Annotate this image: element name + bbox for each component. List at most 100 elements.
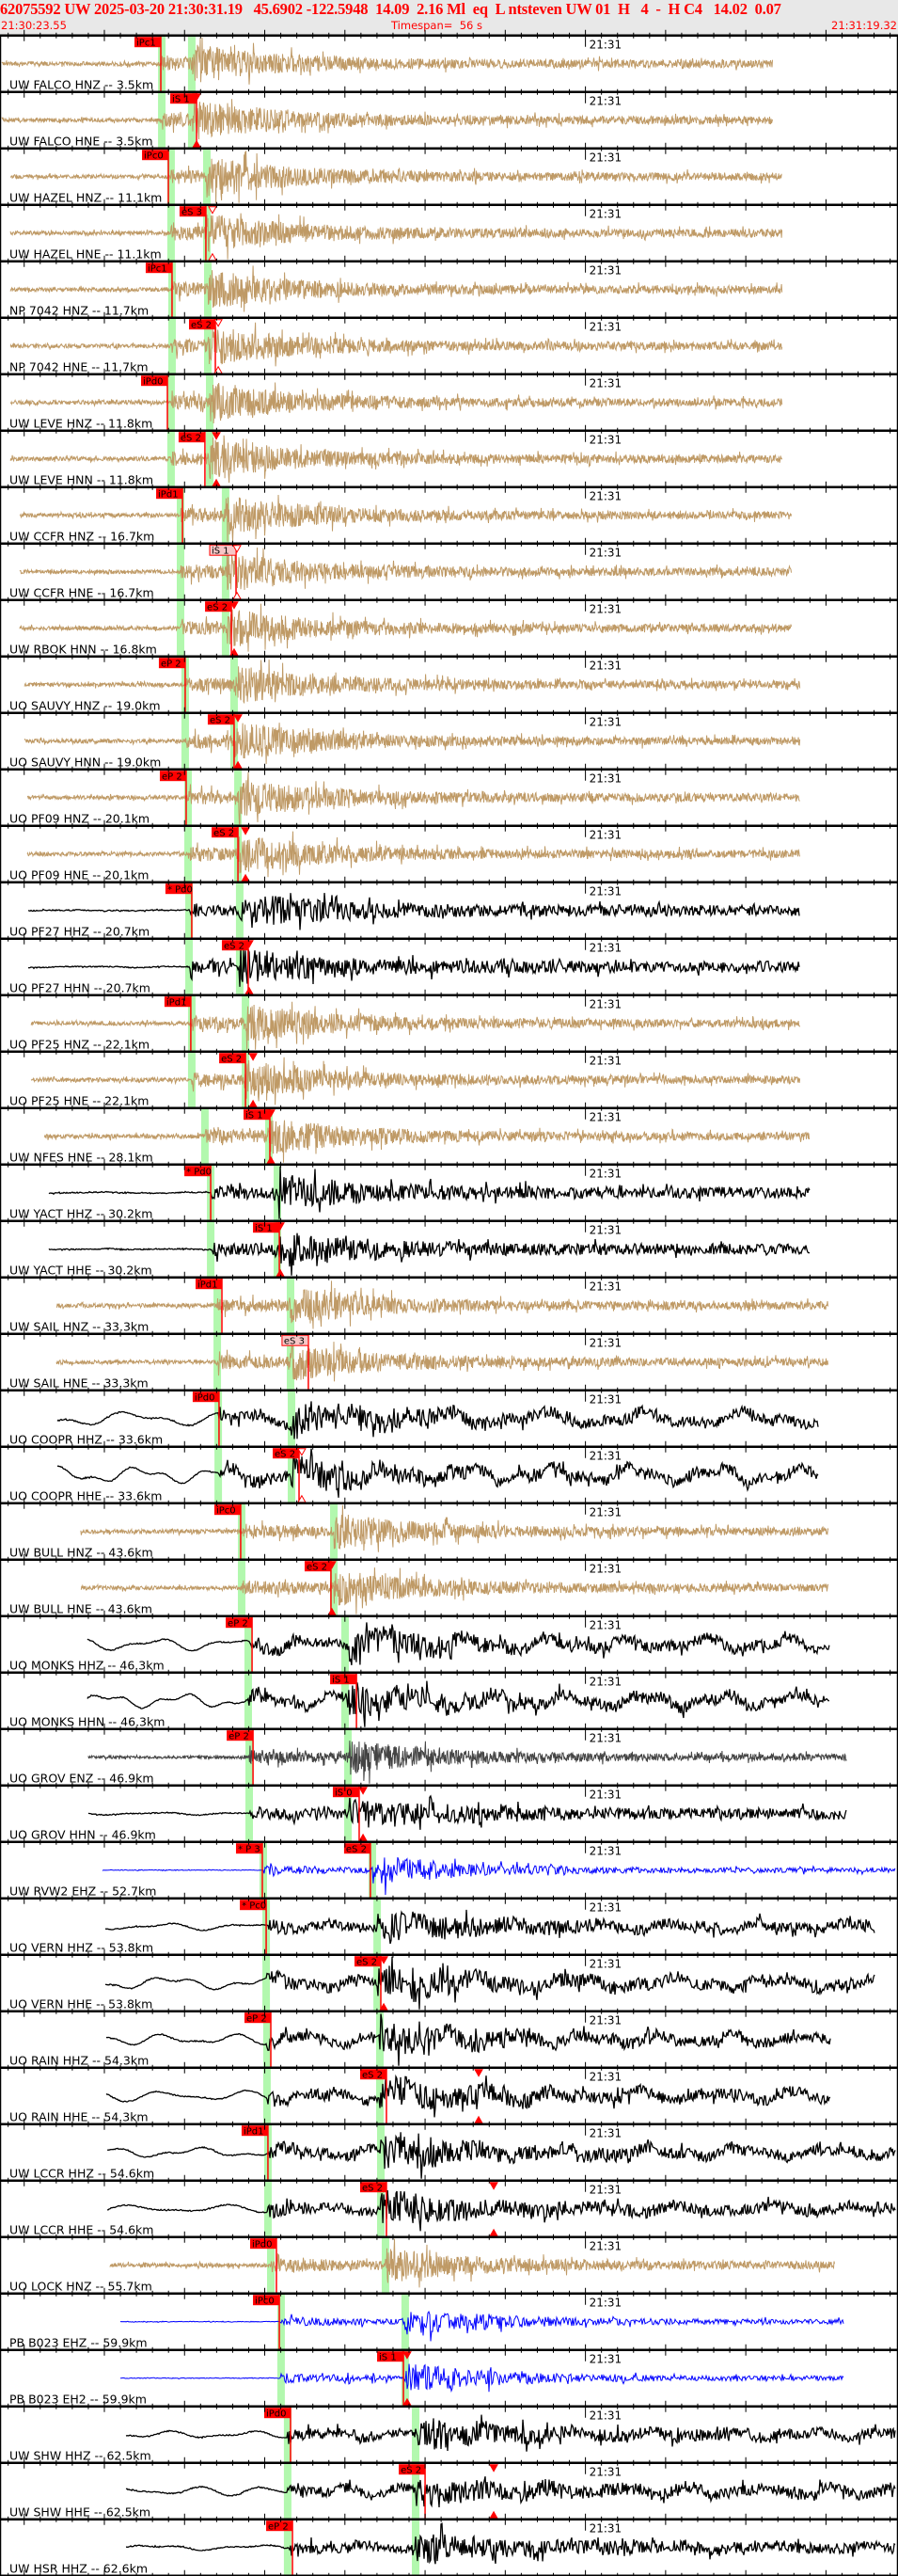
trace-row[interactable]: 21:31 iS 1 UW FALCO HNE -- 3.5km (1, 91, 773, 149)
trace-row[interactable]: 21:31 * P 3 eS 2 UW RVW2 EHZ -- 52.7km (9, 1841, 896, 1899)
pick-flag[interactable] (159, 771, 186, 782)
trace-row[interactable]: 21:31 iPd1 UW SAIL HNZ -- 33.3km (9, 1277, 828, 1334)
trace-row[interactable]: 21:31 eS 2 UO PF25 HNE -- 22.1km (9, 1051, 801, 1108)
trace-row[interactable]: 21:31 iPd0 UW SHW HHZ -- 62.5km (9, 2406, 896, 2463)
trace-row[interactable]: 21:31 eS 2 UO RAIN HHE -- 54.3km (9, 2067, 831, 2124)
pick-flag[interactable] (164, 996, 191, 1008)
trace-row[interactable]: 21:31 * Pc0 UO VERN HHZ -- 53.8km (9, 1898, 875, 1955)
trace-row[interactable]: 21:31 * Pd0 UW YACT HHZ -- 30.2km (9, 1164, 811, 1221)
pick-flag[interactable] (165, 883, 192, 895)
pick-flag[interactable] (235, 1843, 262, 1854)
trace-row[interactable]: 21:31 eP 2 UW HSR HHZ -- 62.6km (9, 2519, 896, 2576)
trace-row[interactable]: 21:31 iS 0 UO GROV HHN -- 46.9km (9, 1785, 847, 1842)
trace-row[interactable]: 21:31 eS 2 UW RBOK HNN -- 16.8km (9, 599, 792, 657)
trace-row[interactable]: 21:31 eS 2 UO PF27 HHN -- 20.7km (9, 938, 800, 995)
trace-row[interactable]: 21:31 eS 2 UW BULL HNE -- 43.6km (9, 1559, 829, 1616)
pick-label: iS 1 (255, 1224, 273, 1234)
trace-row[interactable]: 21:31 eP 2 UO RAIN HHZ -- 54.3km (9, 2011, 831, 2068)
pick-flag[interactable] (243, 1109, 270, 1121)
timespan-label: Timespan= 56 s (391, 19, 482, 32)
trace-row[interactable]: 21:31 eS 2 UW LCCR HHE -- 54.6km (9, 2180, 896, 2237)
minute-label: 21:31 (590, 2409, 622, 2423)
time-ticks (8, 1440, 891, 1458)
trace-row[interactable]: 21:31 iS 1 UO MONKS HHN -- 46.3km (9, 1672, 829, 1729)
trace-row[interactable]: 21:31 iPd0 UO COOPR HHZ -- 33.6km (9, 1390, 819, 1447)
p-arrival-band (187, 1051, 196, 1108)
pick-flag[interactable] (359, 2069, 386, 2080)
pick-flag[interactable] (244, 2012, 272, 2024)
trace-row[interactable]: 21:31 iPd0 UO LOCK HNZ -- 55.7km (9, 2236, 835, 2294)
pick-flag[interactable] (266, 2520, 293, 2532)
trace-row[interactable]: 21:31 eP 2 UO GROV ENZ -- 46.9km (9, 1728, 847, 1786)
trace-row[interactable]: 21:31 iPc1 NP 7042 HNZ -- 11.7km (9, 261, 783, 318)
trace-row[interactable]: 21:31 eP 2 UO MONKS HHZ -- 46.3km (9, 1615, 830, 1673)
pick-flag[interactable] (184, 1166, 212, 1177)
pick-flag[interactable] (281, 1334, 309, 1346)
pick-flag[interactable] (212, 827, 239, 838)
trace-row[interactable]: 21:31 eS 2 UO SAUVY HNN -- 19.0km (9, 712, 801, 770)
trace-row[interactable]: 21:31 eS 2 UW LEVE HNN -- 11.8km (9, 430, 783, 487)
pick-flag[interactable] (330, 1674, 357, 1685)
pick-flag[interactable] (273, 1448, 300, 1459)
trace-row[interactable]: 21:31 iPd1 UO PF25 HNZ -- 22.1km (9, 994, 801, 1052)
trace-row[interactable]: 21:31 iPd1 UW CCFR HNZ -- 16.7km (9, 486, 792, 544)
trace-row[interactable]: 21:31 eS 3 UW HAZEL HNE -- 11.1km (9, 204, 783, 262)
trace-row[interactable]: 21:31 iPd1 UW LCCR HHZ -- 54.6km (9, 2123, 896, 2181)
trace-row[interactable]: 21:31 eP 2 UO SAUVY HNZ -- 19.0km (9, 656, 801, 713)
pick-flag[interactable] (170, 93, 197, 104)
pick-flag[interactable] (240, 1900, 267, 1911)
pick-flag[interactable] (221, 940, 248, 951)
pick-flag[interactable] (179, 206, 206, 217)
time-ticks (8, 1045, 891, 1063)
pick-flag[interactable] (332, 1787, 359, 1798)
pick-flag[interactable] (227, 1730, 254, 1741)
trace-row[interactable]: 21:31 iPc0 UW BULL HNZ -- 43.6km (9, 1503, 829, 1560)
trace-row[interactable]: 21:31 iS 1 UW NFES HNE -- 28.1km (9, 1107, 810, 1165)
pick-flag[interactable] (134, 37, 162, 48)
trace-row[interactable]: 21:31 iS 1 UW CCFR HNE -- 16.7km (9, 543, 792, 600)
pick-flag[interactable] (213, 1504, 241, 1516)
trace-row[interactable]: 21:31 eS 2 UW SHW HHE -- 62.5km (9, 2462, 896, 2520)
pick-flag[interactable] (377, 2351, 404, 2362)
waveform (48, 1166, 811, 1219)
pick-flag[interactable] (219, 1053, 246, 1064)
pick-flag[interactable] (253, 1222, 280, 1233)
pick-flag[interactable] (263, 2408, 291, 2419)
trace-row[interactable]: 21:31 * Pd0 UO PF27 HHZ -- 20.7km (9, 882, 800, 939)
trace-row[interactable]: 21:31 eS 2 UO VERN HHE -- 53.8km (9, 1954, 875, 2012)
pick-flag[interactable] (354, 1956, 381, 1967)
pick-flag[interactable] (304, 1561, 331, 1572)
pick-flag[interactable] (178, 432, 205, 443)
trace-row[interactable]: 21:31 iPc0 UW HAZEL HNZ -- 11.1km (9, 148, 782, 205)
trace-row[interactable]: 21:31 eP 2 UO PF09 HNZ -- 20.1km (9, 769, 800, 826)
trace-row[interactable]: 21:31 iPc1 UW FALCO HNZ -- 3.5km (1, 35, 773, 92)
trace-row[interactable]: 21:31 eS 2 UO COOPR HHE -- 33.6km (9, 1446, 819, 1503)
trace-row[interactable]: 21:31 iPc0 PB B023 EHZ -- 59.9km (9, 2293, 844, 2350)
pick-flag[interactable] (189, 319, 216, 330)
pick-flag[interactable] (241, 2125, 268, 2137)
trace-row[interactable]: 21:31 eS 2 NP 7042 HNE -- 11.7km (9, 317, 783, 374)
pick-flag[interactable] (343, 1843, 370, 1854)
pick-flag[interactable] (249, 2238, 276, 2250)
pick-flag[interactable] (156, 488, 183, 500)
minute-label: 21:31 (590, 2127, 622, 2140)
trace-row[interactable]: 21:31 eS 2 UO PF09 HNE -- 20.1km (9, 825, 800, 883)
pick-flag[interactable] (142, 150, 169, 161)
triangle-down-icon (208, 206, 217, 215)
trace-row[interactable]: 21:31 eS 3 UW SAIL HNE -- 33.3km (9, 1333, 828, 1391)
pick-flag[interactable] (359, 2182, 386, 2193)
pick-flag[interactable] (399, 2464, 426, 2475)
pick-flag[interactable] (207, 714, 234, 725)
pick-flag[interactable] (145, 262, 172, 274)
pick-flag[interactable] (195, 1279, 222, 1290)
pick-flag[interactable] (253, 2295, 280, 2306)
pick-flag[interactable] (205, 601, 232, 612)
trace-row[interactable]: 21:31 iS 1 PB B023 EH2 -- 59.9km (9, 2349, 844, 2407)
pick-flag[interactable] (158, 658, 185, 669)
trace-row[interactable]: 21:31 iS 1 UW YACT HHE -- 30.2km (9, 1220, 811, 1278)
pick-flag[interactable] (226, 1617, 253, 1629)
pick-flag[interactable] (141, 375, 168, 387)
pick-flag[interactable] (192, 1391, 219, 1403)
trace-row[interactable]: 21:31 iPd0 UW LEVE HNZ -- 11.8km (9, 374, 783, 431)
